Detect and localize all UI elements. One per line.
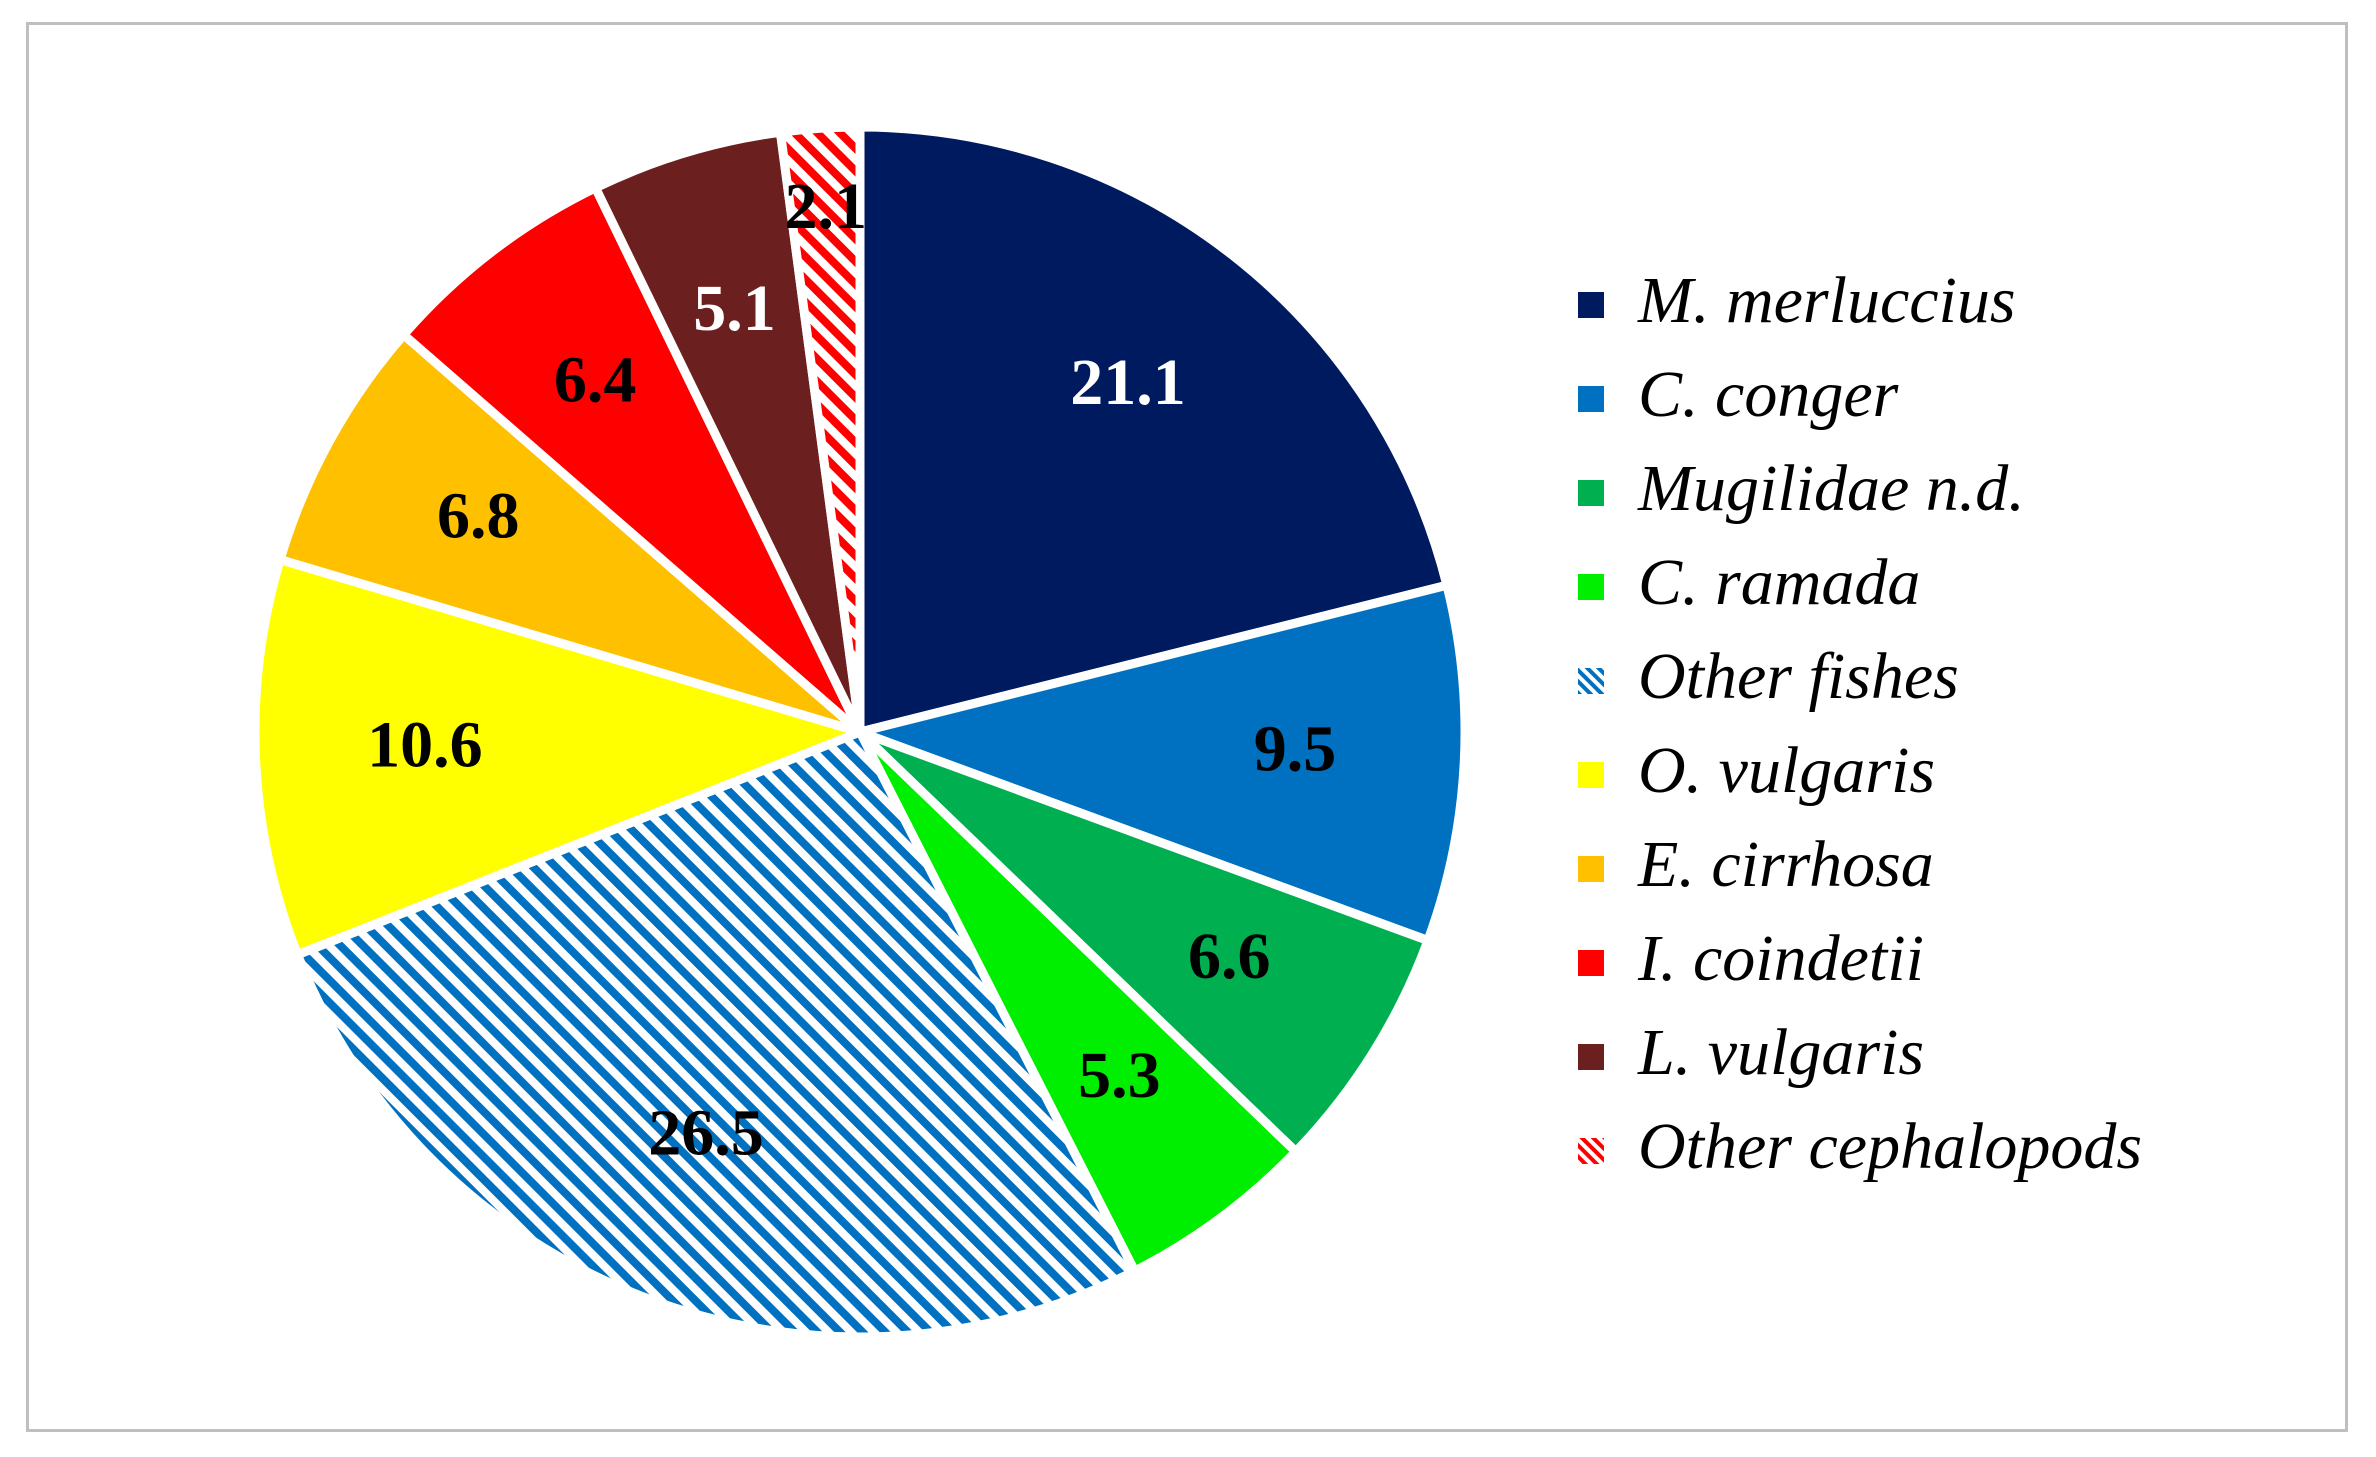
- legend-label-c-conger: C. conger: [1638, 358, 1899, 431]
- pie-slices: [250, 122, 1470, 1342]
- slice-i-coindetii: [399, 183, 865, 737]
- data-label-i-coindetii: 6.4: [554, 343, 637, 416]
- slice-e-cirrhosa: [275, 330, 865, 737]
- data-label-c-conger: 9.5: [1254, 712, 1337, 785]
- slice-other-fishes: [292, 727, 1140, 1342]
- slice-l-vulgaris: [591, 127, 865, 737]
- legend-swatch-other-fishes: [1578, 668, 1604, 694]
- legend-item-other-cephalopods: Other cephalopods: [1578, 1110, 2142, 1183]
- pie-data-labels: 21.1 9.5 6.6 5.3 26.5 10.6 6.8 6.4 5.12.1: [367, 170, 1336, 1170]
- legend-item-mugilidae-n-d: Mugilidae n.d.: [1578, 452, 2025, 525]
- slice-c-ramada: [855, 727, 1301, 1276]
- data-label-l-vulgaris: 5.1: [693, 272, 776, 345]
- legend-label-l-vulgaris: L. vulgaris: [1637, 1016, 1924, 1089]
- legend-label-e-cirrhosa: E. cirrhosa: [1637, 828, 1934, 901]
- legend-label-m-merluccius: M. merluccius: [1637, 264, 2016, 337]
- slice-c-conger: [855, 580, 1470, 946]
- data-label-o-vulgaris: 10.6: [367, 708, 483, 781]
- legend-swatch-other-cephalopods: [1578, 1138, 1604, 1164]
- legend-swatch-i-coindetii: [1578, 950, 1604, 976]
- legend-label-c-ramada: C. ramada: [1638, 546, 1920, 619]
- legend-item-other-fishes: Other fishes: [1578, 640, 1959, 713]
- data-label-other-cephalopods: 2.1: [784, 170, 867, 243]
- legend-label-mugilidae-n-d: Mugilidae n.d.: [1637, 452, 2025, 525]
- legend-swatch-mugilidae-n-d: [1578, 480, 1604, 506]
- data-label-mugilidae-n-d: 6.6: [1188, 920, 1271, 993]
- legend-label-i-coindetii: I. coindetii: [1637, 922, 1924, 995]
- slice-o-vulgaris: [250, 555, 865, 960]
- legend-label-other-fishes: Other fishes: [1638, 640, 1959, 713]
- legend-swatch-m-merluccius: [1578, 292, 1604, 318]
- legend-item-m-merluccius: M. merluccius: [1578, 264, 2016, 337]
- legend-label-o-vulgaris: O. vulgaris: [1638, 734, 1935, 807]
- slice-m-merluccius: [855, 122, 1452, 737]
- legend-item-c-conger: C. conger: [1578, 358, 1899, 431]
- legend-swatch-c-ramada: [1578, 574, 1604, 600]
- legend-item-e-cirrhosa: E. cirrhosa: [1578, 828, 1934, 901]
- legend-swatch-o-vulgaris: [1578, 762, 1604, 788]
- legend-item-l-vulgaris: L. vulgaris: [1578, 1016, 1924, 1089]
- chart-legend: M. merluccius C. conger Mugilidae n.d. C. r…: [1578, 264, 2142, 1183]
- data-label-m-merluccius: 21.1: [1070, 346, 1186, 419]
- data-label-e-cirrhosa: 6.8: [437, 479, 520, 552]
- data-label-other-fishes: 26.5: [648, 1097, 764, 1170]
- legend-swatch-e-cirrhosa: [1578, 856, 1604, 882]
- legend-item-i-coindetii: I. coindetii: [1578, 922, 1924, 995]
- legend-item-c-ramada: C. ramada: [1578, 546, 1920, 619]
- slice-mugilidae-n-d: [855, 727, 1433, 1157]
- slice-other-cephalopods: [775, 122, 865, 737]
- legend-item-o-vulgaris: O. vulgaris: [1578, 734, 1935, 807]
- legend-swatch-l-vulgaris: [1578, 1044, 1604, 1070]
- data-label-c-ramada: 5.3: [1078, 1039, 1161, 1112]
- legend-label-other-cephalopods: Other cephalopods: [1638, 1110, 2142, 1183]
- legend-swatch-c-conger: [1578, 386, 1604, 412]
